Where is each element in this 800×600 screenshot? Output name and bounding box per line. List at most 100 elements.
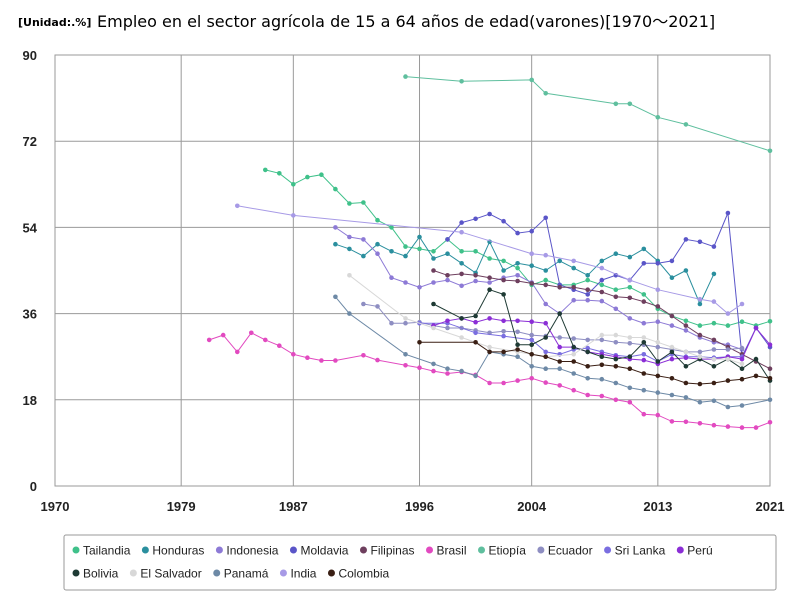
data-point [739, 376, 745, 382]
data-point [585, 376, 590, 381]
data-point [599, 289, 605, 295]
legend-item: Etiopía [478, 544, 526, 558]
data-point [515, 342, 520, 348]
data-point [445, 325, 450, 331]
data-point [697, 323, 703, 328]
data-point [711, 299, 717, 304]
data-point [291, 182, 296, 187]
data-point [431, 256, 436, 261]
data-point [585, 337, 590, 343]
data-point [711, 422, 717, 428]
data-point [375, 304, 380, 309]
data-point [585, 297, 590, 303]
data-point [487, 211, 492, 217]
data-point [669, 356, 675, 362]
data-point [711, 398, 717, 404]
data-point [305, 174, 310, 180]
data-point [501, 329, 506, 334]
data-point [711, 337, 717, 343]
series-1 [333, 234, 717, 307]
y-tick-label: 72 [23, 134, 37, 149]
data-point [543, 366, 548, 372]
data-point [655, 319, 661, 325]
series-5 [206, 330, 773, 430]
data-point [543, 91, 548, 96]
data-point [543, 320, 548, 326]
data-point [627, 354, 633, 360]
data-point [361, 237, 366, 242]
data-point [543, 301, 548, 307]
data-point [571, 359, 576, 364]
data-point [445, 366, 450, 372]
data-point [473, 278, 478, 284]
data-point [431, 249, 436, 254]
legend-item: Filipinas [359, 544, 415, 558]
data-point [571, 352, 576, 357]
data-point [235, 203, 240, 209]
data-point [515, 230, 520, 236]
data-point [557, 311, 562, 316]
data-point [571, 344, 576, 350]
data-point [669, 313, 675, 319]
data-point [459, 220, 464, 225]
data-point [403, 363, 408, 368]
data-point [333, 186, 338, 192]
data-point [319, 358, 324, 363]
y-tick-label: 18 [23, 393, 37, 408]
data-point [459, 316, 464, 321]
data-point [389, 320, 394, 326]
data-point [711, 244, 717, 249]
data-point [683, 355, 689, 361]
data-point [417, 285, 422, 290]
data-point [529, 342, 534, 348]
data-point [725, 347, 731, 352]
data-point [501, 277, 506, 283]
x-tick-label: 1996 [405, 499, 434, 514]
legend-marker [129, 569, 137, 577]
data-point [235, 349, 240, 355]
series-10 [431, 287, 773, 383]
data-point [403, 253, 408, 259]
data-point [599, 337, 605, 343]
chart-title: Empleo en el sector agrícola de 15 a 64 … [97, 12, 715, 31]
data-point [613, 364, 619, 369]
data-point [487, 349, 492, 355]
data-point [683, 328, 689, 333]
data-point [655, 373, 661, 379]
data-point [711, 356, 717, 362]
data-point [557, 258, 562, 264]
series-line [335, 236, 715, 306]
data-point [753, 356, 759, 362]
legend-marker [604, 546, 612, 554]
data-point [319, 172, 324, 177]
data-point [515, 329, 520, 335]
data-point [669, 349, 675, 355]
data-point [459, 283, 464, 289]
data-point [627, 316, 633, 321]
data-point [683, 323, 689, 328]
data-point [543, 335, 548, 340]
legend-marker [359, 546, 367, 554]
data-point [515, 347, 520, 352]
data-point [641, 246, 647, 252]
data-point [487, 287, 492, 293]
data-point [487, 380, 492, 386]
data-point [501, 218, 506, 224]
series-line [363, 303, 743, 353]
data-point [599, 258, 605, 264]
data-point [571, 336, 576, 341]
data-point [571, 371, 576, 376]
data-point [305, 355, 310, 361]
data-point [375, 217, 380, 223]
data-point [501, 292, 506, 297]
data-point [711, 271, 717, 277]
legend-item: Sri Lanka [604, 544, 666, 558]
data-point [655, 359, 661, 364]
data-point [641, 371, 647, 376]
data-point [487, 316, 492, 321]
legend-item: Ecuador [537, 544, 593, 558]
data-point [543, 268, 548, 273]
series-12 [333, 294, 773, 410]
data-point [585, 349, 590, 355]
data-point [627, 366, 633, 372]
